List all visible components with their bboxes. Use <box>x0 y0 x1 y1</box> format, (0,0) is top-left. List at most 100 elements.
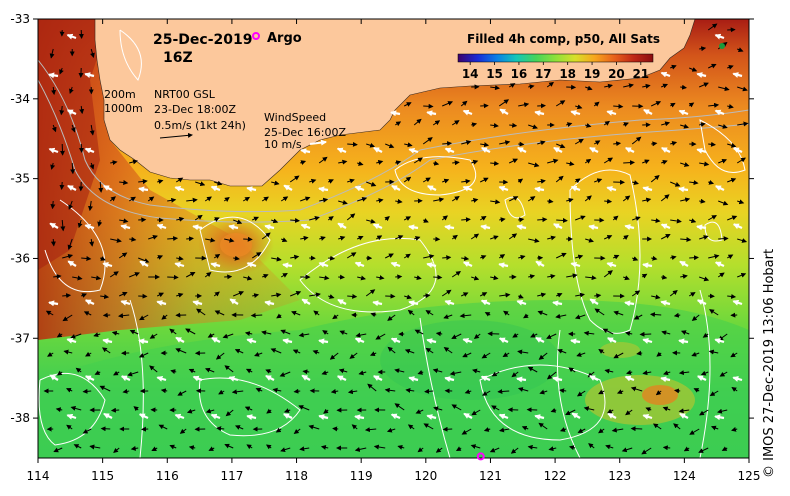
wind-arrow <box>535 189 544 190</box>
colorbar-tick-label: 16 <box>511 67 528 81</box>
wind-arrow <box>643 265 652 267</box>
current-arrow <box>537 219 546 220</box>
station-marker <box>719 43 725 49</box>
colorbar <box>458 54 653 62</box>
wind-arrow <box>409 227 418 229</box>
wind-arrow <box>697 227 706 229</box>
current-arrow <box>556 220 567 221</box>
wind-arrow <box>679 341 688 342</box>
wind-arrow <box>283 265 292 266</box>
lon-tick-label: 123 <box>608 469 631 483</box>
current-arrow <box>651 314 661 315</box>
wind-arrow <box>571 341 580 343</box>
colorbar-tick-label: 19 <box>584 67 601 81</box>
current-arrow <box>102 429 111 430</box>
wind-arrow <box>319 341 328 342</box>
current-arrow <box>167 277 178 278</box>
legend-gsl-time: 23-Dec 18:00Z <box>154 103 236 116</box>
colorbar-tick-label: 21 <box>632 67 649 81</box>
lat-tick-label: -34 <box>10 92 30 106</box>
current-arrow <box>303 371 309 372</box>
lon-tick-label: 118 <box>285 469 308 483</box>
current-arrow <box>112 410 119 411</box>
lon-tick-label: 120 <box>414 469 437 483</box>
current-arrow <box>604 201 611 202</box>
current-arrow <box>651 143 656 144</box>
wind-arrow <box>49 75 58 76</box>
current-arrow <box>675 390 680 391</box>
current-arrow <box>689 257 698 258</box>
wind-arrow <box>319 189 328 191</box>
lon-tick-label: 125 <box>738 469 761 483</box>
lon-tick-label: 114 <box>27 469 50 483</box>
lat-tick-label: -33 <box>10 12 30 26</box>
current-arrow <box>461 219 470 220</box>
current-arrow <box>425 391 433 392</box>
legend-depth-200: 200m <box>104 88 136 101</box>
current-arrow <box>72 163 73 173</box>
hour-label: 16Z <box>163 50 193 66</box>
current-arrow <box>53 239 54 246</box>
current-arrow <box>347 296 356 297</box>
wind-arrow <box>445 227 454 228</box>
current-arrow <box>252 315 263 316</box>
lat-tick-label: -36 <box>10 251 30 265</box>
product-title: Filled 4h comp, p50, All Sats <box>467 32 660 46</box>
current-arrow <box>437 333 442 334</box>
current-arrow <box>433 277 441 278</box>
current-arrow <box>452 162 459 163</box>
lat-tick-label: -37 <box>10 331 30 345</box>
current-arrow <box>423 106 432 107</box>
wind-arrow <box>625 303 634 304</box>
colorbar-tick-label: 20 <box>608 67 625 81</box>
current-arrow <box>547 201 552 202</box>
wind-arrow <box>49 303 58 305</box>
current-arrow <box>395 277 401 278</box>
current-arrow <box>623 162 634 163</box>
current-arrow <box>53 201 54 208</box>
colorbar-tick-label: 14 <box>462 67 479 81</box>
lon-tick-label: 122 <box>544 469 567 483</box>
wind-arrow <box>139 341 148 343</box>
colorbar-tick-label: 17 <box>535 67 552 81</box>
legend-gsl-title: NRT00 GSL <box>154 88 216 101</box>
lon-tick-label: 121 <box>479 469 502 483</box>
current-arrow <box>328 258 334 259</box>
current-arrow <box>84 391 92 392</box>
lon-tick-label: 117 <box>220 469 243 483</box>
legend-depth-1000: 1000m <box>104 102 143 115</box>
current-arrow <box>333 429 338 430</box>
current-arrow <box>347 144 357 145</box>
wind-arrow <box>139 189 148 190</box>
colorbar-tick-label: 15 <box>486 67 503 81</box>
lat-tick-label: -38 <box>10 411 30 425</box>
date-label: 25-Dec-2019 <box>153 32 252 48</box>
current-arrow <box>243 239 252 240</box>
current-arrow <box>442 257 450 258</box>
lon-tick-label: 115 <box>91 469 114 483</box>
current-arrow <box>632 429 643 430</box>
current-arrow <box>62 182 63 189</box>
colorbar-tick-label: 18 <box>559 67 576 81</box>
current-arrow <box>664 447 670 448</box>
lat-tick-label: -35 <box>10 172 30 186</box>
current-arrow <box>186 238 193 239</box>
current-arrow <box>641 334 652 335</box>
legend-wind-scale: 10 m/s <box>264 138 302 151</box>
current-arrow <box>718 238 727 239</box>
wind-arrow <box>679 189 688 190</box>
current-arrow <box>613 106 622 107</box>
lon-tick-label: 124 <box>673 469 696 483</box>
current-arrow <box>518 144 523 145</box>
current-arrow <box>295 391 301 392</box>
credit-text: © IMOS 27-Dec-2019 13:06 Hobart <box>762 249 777 478</box>
legend-gsl-scale: 0.5m/s (1kt 24h) <box>154 119 246 132</box>
lon-tick-label: 116 <box>156 469 179 483</box>
wind-arrow <box>517 379 526 380</box>
legend-wind-title: WindSpeed <box>264 111 326 124</box>
lon-tick-label: 119 <box>350 469 373 483</box>
current-arrow <box>680 87 686 88</box>
current-arrow <box>444 429 453 430</box>
